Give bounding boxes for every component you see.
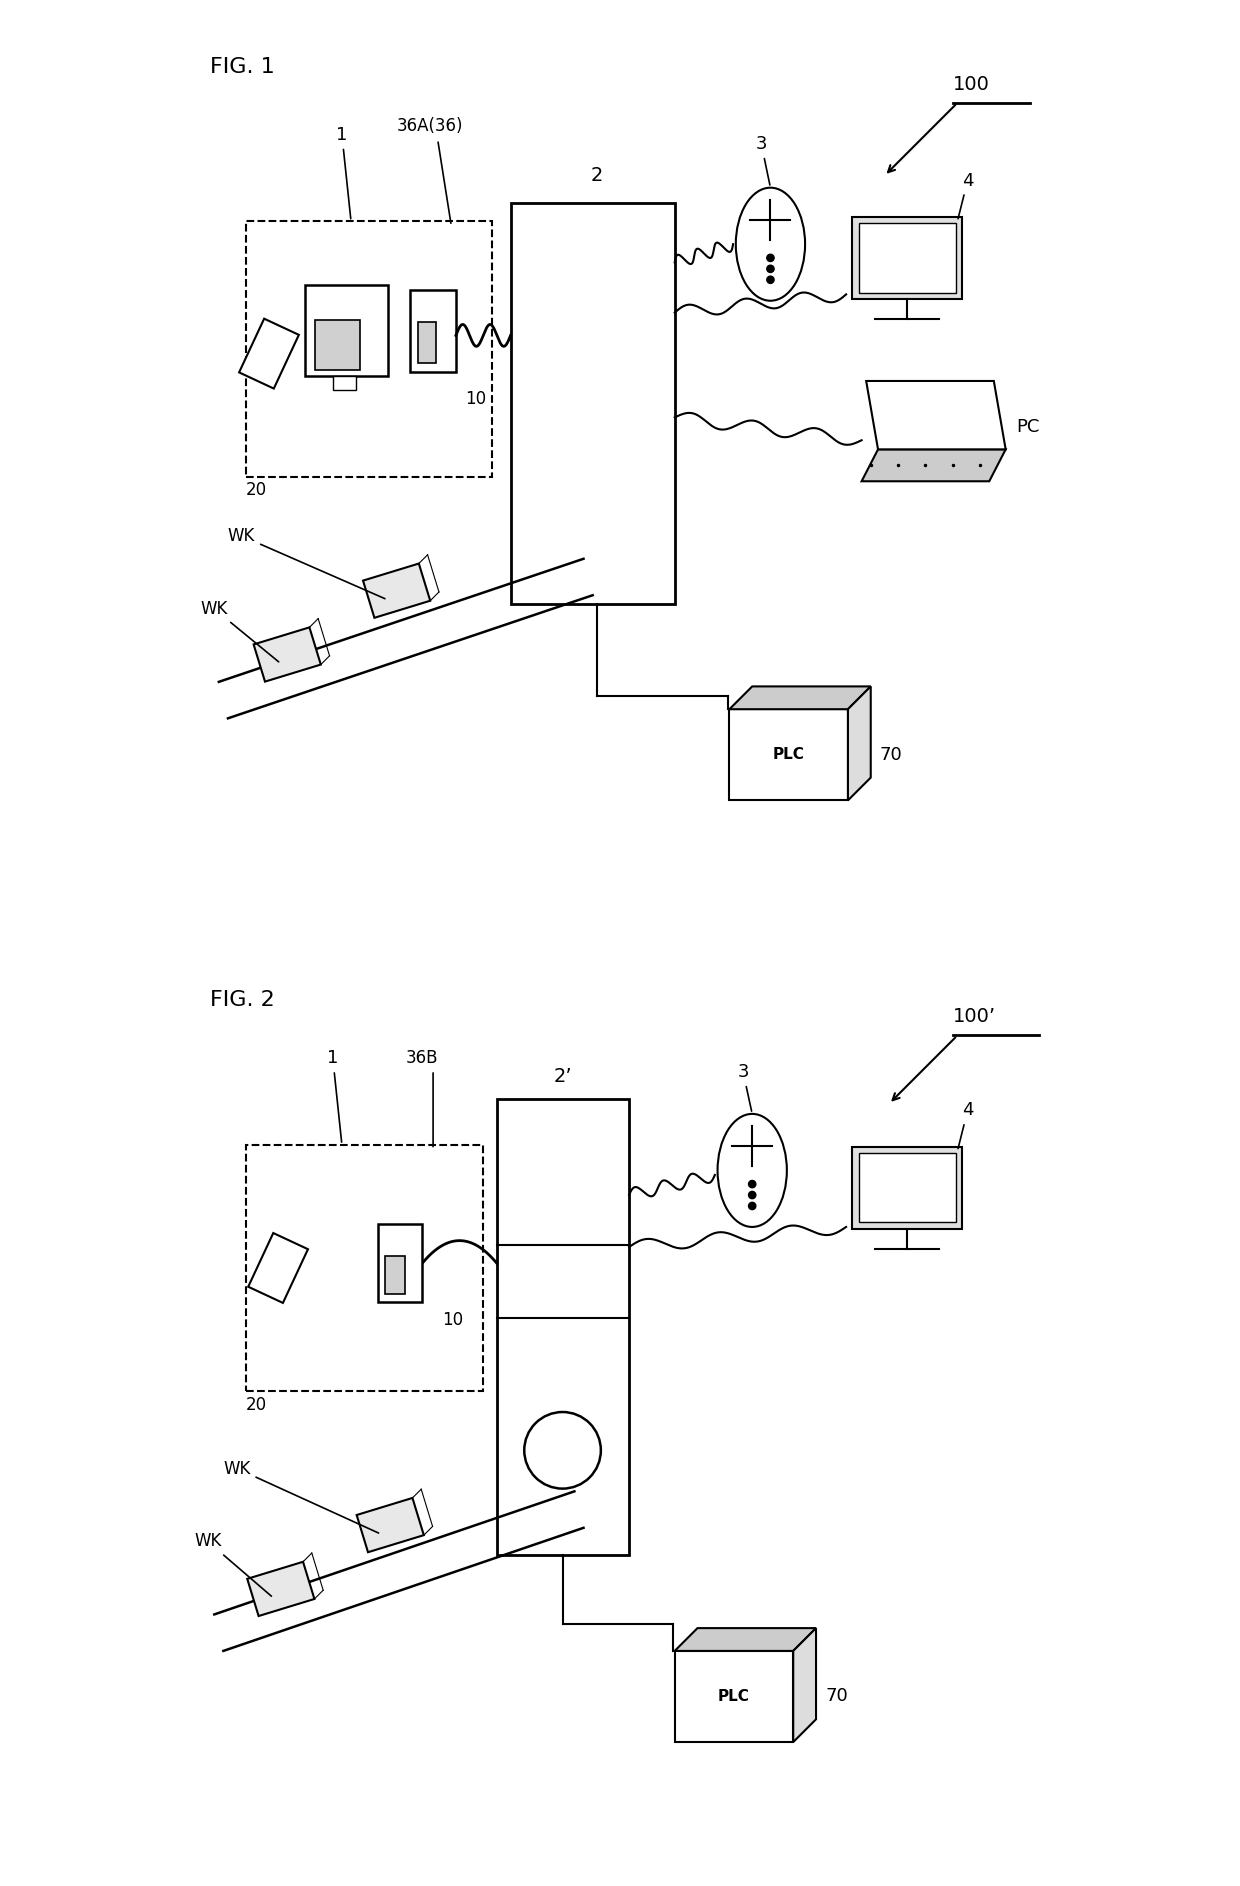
Circle shape — [749, 1181, 756, 1188]
Text: 3: 3 — [738, 1064, 751, 1111]
Bar — [410, 290, 456, 372]
Text: 2: 2 — [591, 166, 604, 185]
Text: WK: WK — [201, 600, 279, 662]
Polygon shape — [248, 1233, 308, 1303]
Bar — [859, 1152, 956, 1222]
Polygon shape — [247, 1562, 315, 1616]
Text: 20: 20 — [247, 1396, 268, 1414]
Bar — [852, 1147, 962, 1230]
Circle shape — [749, 1192, 756, 1199]
Polygon shape — [794, 1628, 816, 1743]
Text: 1: 1 — [336, 126, 351, 219]
Polygon shape — [357, 1497, 424, 1552]
Bar — [378, 1224, 422, 1301]
Circle shape — [766, 275, 774, 283]
Text: 4: 4 — [959, 172, 973, 219]
Text: 70: 70 — [825, 1688, 848, 1705]
Bar — [247, 221, 492, 477]
Text: WK: WK — [195, 1533, 272, 1596]
Bar — [511, 204, 675, 604]
Bar — [305, 285, 388, 377]
Text: WK: WK — [223, 1460, 378, 1533]
Text: 1: 1 — [327, 1049, 342, 1143]
Polygon shape — [363, 564, 430, 619]
Text: 2’: 2’ — [553, 1067, 572, 1086]
Bar — [729, 709, 848, 800]
Text: 36B: 36B — [405, 1049, 438, 1067]
Circle shape — [525, 1413, 601, 1488]
Text: 20: 20 — [247, 481, 268, 500]
Text: 36A(36): 36A(36) — [397, 117, 463, 134]
Text: FIG. 1: FIG. 1 — [210, 57, 274, 77]
Polygon shape — [675, 1628, 816, 1650]
Text: WK: WK — [228, 526, 384, 598]
Bar — [852, 217, 962, 298]
Text: 100: 100 — [952, 75, 990, 94]
Polygon shape — [867, 381, 1006, 449]
Polygon shape — [862, 449, 1006, 481]
Polygon shape — [848, 687, 870, 800]
Ellipse shape — [735, 189, 805, 300]
Text: 3: 3 — [755, 136, 770, 185]
Bar — [332, 377, 356, 390]
Bar — [247, 1145, 484, 1392]
Bar — [315, 321, 360, 370]
Circle shape — [749, 1201, 756, 1209]
Circle shape — [766, 266, 774, 272]
Bar — [418, 323, 435, 362]
Text: 70: 70 — [880, 745, 903, 764]
Polygon shape — [729, 687, 870, 709]
Bar — [384, 1256, 404, 1294]
Polygon shape — [254, 628, 321, 681]
Bar — [675, 1650, 794, 1743]
Text: FIG. 2: FIG. 2 — [210, 990, 274, 1009]
Bar — [859, 223, 956, 292]
Circle shape — [766, 255, 774, 262]
Text: PLC: PLC — [718, 1690, 750, 1703]
Ellipse shape — [718, 1115, 787, 1228]
Polygon shape — [239, 319, 299, 389]
Text: 10: 10 — [443, 1311, 464, 1330]
Text: PC: PC — [1017, 417, 1040, 436]
Text: 10: 10 — [465, 390, 486, 407]
Text: PLC: PLC — [773, 747, 805, 762]
Text: 100’: 100’ — [952, 1007, 996, 1026]
Bar — [497, 1100, 629, 1556]
Text: 4: 4 — [959, 1101, 973, 1149]
